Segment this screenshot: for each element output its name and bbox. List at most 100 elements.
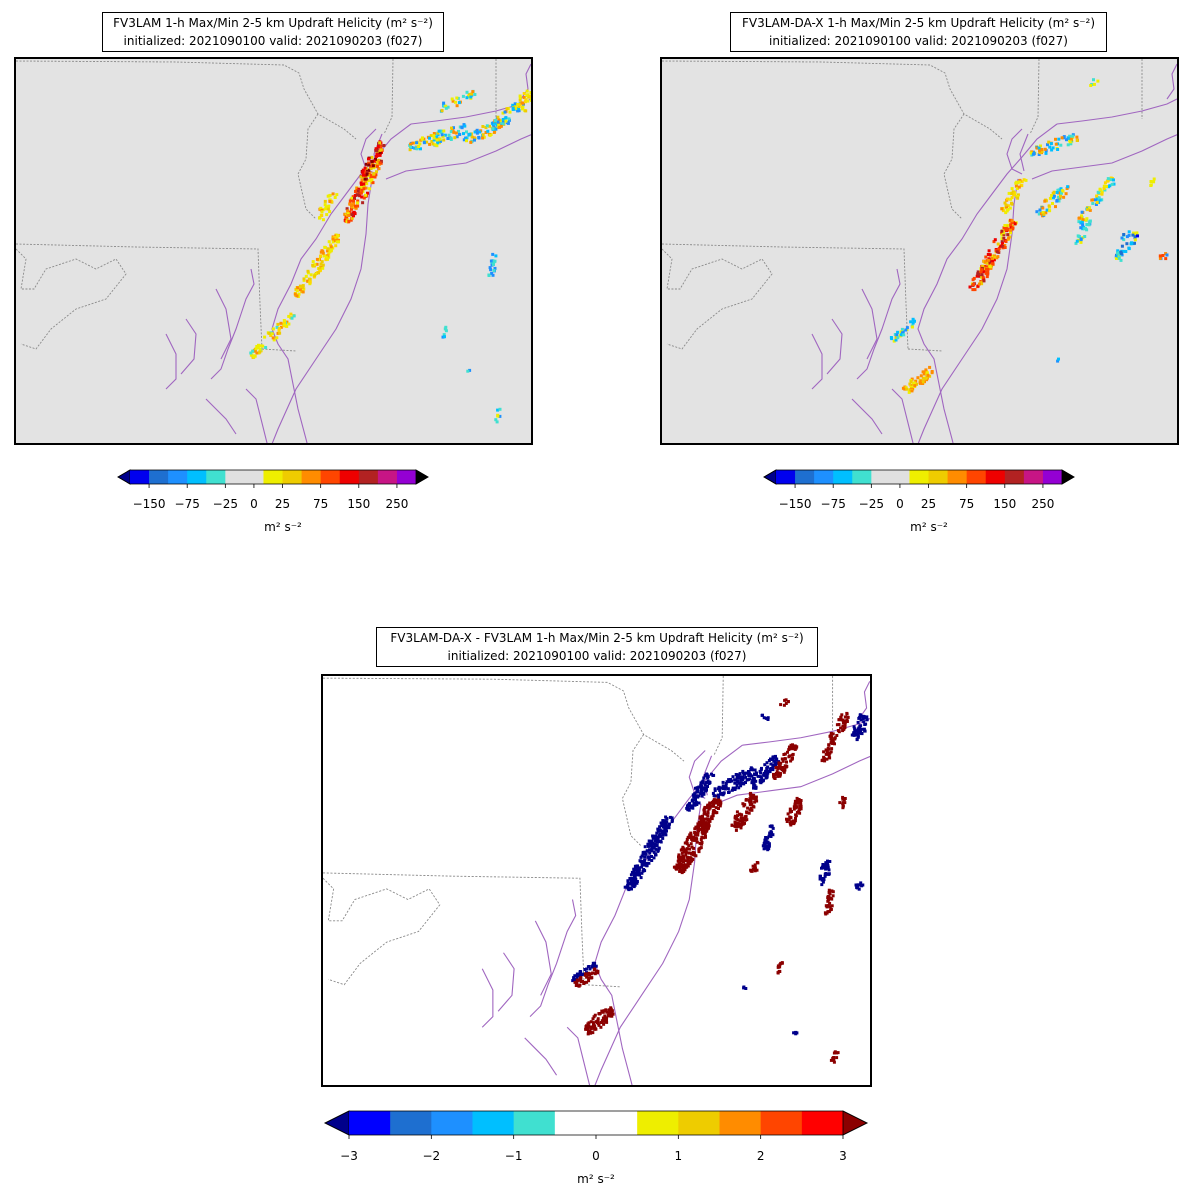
helicity-cell xyxy=(457,129,460,133)
helicity-cell xyxy=(417,145,421,148)
helicity-cell xyxy=(778,970,782,973)
helicity-cell xyxy=(700,835,704,839)
helicity-cell xyxy=(1004,203,1008,207)
helicity-cell xyxy=(306,269,310,273)
helicity-cell xyxy=(485,124,489,128)
helicity-cell xyxy=(636,864,640,868)
helicity-cell xyxy=(454,100,457,104)
helicity-cell xyxy=(473,136,477,140)
helicity-cell xyxy=(904,328,908,332)
helicity-cell xyxy=(309,273,313,277)
helicity-cell xyxy=(428,136,431,140)
helicity-cell xyxy=(789,822,793,826)
helicity-cell xyxy=(894,338,898,342)
helicity-cell xyxy=(995,256,999,260)
helicity-cell xyxy=(467,92,471,96)
helicity-cell xyxy=(686,864,690,868)
difference-swath xyxy=(623,815,674,892)
helicity-cell xyxy=(356,199,360,203)
helicity-cell xyxy=(783,698,787,702)
helicity-cell xyxy=(520,107,524,111)
helicity-cell xyxy=(433,143,437,147)
colorbar-segment xyxy=(431,1111,473,1135)
helicity-cell xyxy=(369,174,373,178)
helicity-cell xyxy=(511,106,515,110)
helicity-cell xyxy=(1103,181,1107,185)
state-border xyxy=(943,113,965,220)
helicity-cell xyxy=(766,716,770,720)
helicity-cell xyxy=(862,715,866,719)
helicity-cell xyxy=(490,271,494,275)
helicity-cell xyxy=(306,279,310,283)
helicity-cell xyxy=(633,883,637,887)
colorbar-segment xyxy=(168,470,188,484)
helicity-cell xyxy=(784,702,788,705)
helicity-cell xyxy=(896,336,900,340)
helicity-cell xyxy=(753,800,757,804)
panel-c-difference xyxy=(571,698,869,1064)
helicity-cell xyxy=(778,965,782,969)
helicity-cell xyxy=(369,164,373,168)
helicity-cell xyxy=(377,167,381,171)
helicity-cell xyxy=(346,209,350,213)
helicity-cell xyxy=(425,140,429,144)
helicity-cell xyxy=(366,191,369,195)
helicity-cell xyxy=(710,815,714,819)
helicity-cell xyxy=(770,825,774,829)
helicity-cell xyxy=(352,202,356,205)
helicity-cell xyxy=(640,871,644,875)
helicity-cell xyxy=(719,792,723,796)
helicity-cell xyxy=(1029,151,1033,155)
helicity-cell xyxy=(761,844,765,848)
helicity-cell xyxy=(827,755,831,758)
helicity-cell xyxy=(591,1031,595,1035)
helicity-cell xyxy=(1081,218,1085,222)
helicity-cell xyxy=(582,982,586,985)
storm-swath xyxy=(249,312,296,359)
helicity-cell xyxy=(986,258,990,262)
helicity-cell xyxy=(830,904,834,908)
helicity-cell xyxy=(699,821,703,825)
helicity-cell xyxy=(762,716,766,720)
helicity-cell xyxy=(700,794,704,798)
helicity-cell xyxy=(304,274,308,278)
helicity-cell xyxy=(702,792,706,796)
helicity-cell xyxy=(587,976,591,980)
helicity-cell xyxy=(491,127,495,131)
helicity-cell xyxy=(751,867,755,871)
helicity-cell xyxy=(706,804,709,808)
helicity-cell xyxy=(985,267,988,271)
helicity-cell xyxy=(716,803,720,807)
helicity-cell xyxy=(695,786,699,790)
helicity-cell xyxy=(585,980,589,984)
helicity-cell xyxy=(574,979,578,983)
helicity-cell xyxy=(374,160,378,164)
helicity-cell xyxy=(415,141,419,145)
helicity-cell xyxy=(521,105,525,109)
coastline xyxy=(524,1037,558,1076)
helicity-cell xyxy=(349,218,353,222)
helicity-cell xyxy=(1000,240,1004,244)
helicity-cell xyxy=(1069,137,1073,141)
colorbar-tick-label: −150 xyxy=(132,497,166,511)
helicity-cell xyxy=(909,385,913,389)
helicity-cell xyxy=(691,793,695,797)
storm-swath xyxy=(1158,252,1169,261)
helicity-cell xyxy=(635,880,639,883)
helicity-cell xyxy=(845,712,849,716)
storm-swath xyxy=(516,89,531,113)
helicity-cell xyxy=(1048,145,1052,149)
helicity-cell xyxy=(350,207,353,211)
helicity-cell xyxy=(1071,134,1075,138)
helicity-cell xyxy=(464,137,468,141)
helicity-cell xyxy=(329,245,333,249)
helicity-cell xyxy=(594,964,598,968)
helicity-cell xyxy=(505,107,509,111)
helicity-cell xyxy=(861,717,865,720)
helicity-cell xyxy=(859,714,863,718)
helicity-cell xyxy=(450,126,453,130)
helicity-cell xyxy=(378,141,382,145)
helicity-cell xyxy=(750,802,754,806)
helicity-cell xyxy=(772,773,775,777)
helicity-cell xyxy=(859,718,863,722)
